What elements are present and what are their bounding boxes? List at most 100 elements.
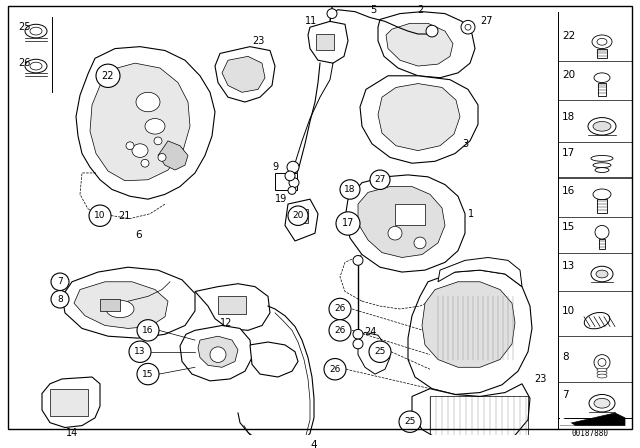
Text: 6: 6	[135, 230, 141, 240]
Ellipse shape	[584, 312, 610, 329]
Circle shape	[137, 320, 159, 341]
Circle shape	[154, 137, 162, 145]
Ellipse shape	[589, 395, 615, 412]
Polygon shape	[180, 326, 252, 381]
Text: 24: 24	[364, 327, 376, 337]
Ellipse shape	[593, 121, 611, 131]
Polygon shape	[378, 12, 475, 78]
Text: 1: 1	[468, 209, 474, 219]
Ellipse shape	[591, 155, 613, 161]
Circle shape	[399, 411, 421, 432]
Circle shape	[353, 339, 363, 349]
Polygon shape	[386, 23, 453, 66]
Ellipse shape	[595, 168, 609, 172]
Ellipse shape	[594, 398, 610, 408]
Text: 21: 21	[118, 211, 131, 221]
Text: 26: 26	[330, 365, 340, 374]
Text: 7: 7	[57, 277, 63, 286]
Ellipse shape	[25, 59, 47, 73]
Polygon shape	[90, 63, 190, 181]
Bar	[292, 209, 308, 223]
Text: 15: 15	[562, 222, 575, 233]
Ellipse shape	[592, 35, 612, 48]
Bar	[218, 297, 246, 314]
Text: 4: 4	[310, 440, 317, 448]
Text: 9: 9	[272, 162, 278, 172]
Text: 23: 23	[252, 36, 264, 46]
Ellipse shape	[597, 374, 607, 378]
Polygon shape	[308, 22, 348, 63]
Text: 20: 20	[562, 70, 575, 80]
Bar	[597, 199, 607, 213]
Polygon shape	[195, 284, 270, 330]
Polygon shape	[345, 175, 465, 272]
Text: 16: 16	[562, 186, 575, 196]
Circle shape	[329, 298, 351, 320]
Circle shape	[141, 159, 149, 167]
Polygon shape	[378, 84, 460, 151]
Polygon shape	[42, 377, 100, 427]
Bar	[395, 204, 425, 225]
Polygon shape	[215, 47, 275, 102]
Ellipse shape	[106, 300, 134, 318]
Polygon shape	[158, 141, 188, 170]
Text: 18: 18	[344, 185, 356, 194]
Circle shape	[598, 358, 606, 366]
Circle shape	[353, 329, 363, 339]
Bar	[275, 173, 297, 190]
Circle shape	[96, 64, 120, 87]
Circle shape	[51, 290, 69, 308]
Circle shape	[285, 171, 295, 181]
Polygon shape	[360, 76, 478, 163]
Bar	[598, 82, 606, 96]
Text: 25: 25	[18, 22, 31, 32]
Ellipse shape	[597, 39, 607, 45]
Circle shape	[288, 186, 296, 194]
Polygon shape	[62, 267, 195, 338]
Bar	[597, 48, 607, 58]
Bar	[599, 239, 605, 249]
Polygon shape	[198, 336, 238, 367]
Circle shape	[594, 355, 610, 370]
Text: 22: 22	[102, 71, 115, 81]
Polygon shape	[358, 186, 445, 258]
Circle shape	[465, 24, 471, 30]
Bar	[50, 389, 88, 416]
Text: 22: 22	[562, 31, 575, 41]
Text: 17: 17	[342, 219, 354, 228]
Circle shape	[329, 320, 351, 341]
Text: 26: 26	[334, 305, 346, 314]
Bar	[100, 299, 120, 311]
Circle shape	[388, 226, 402, 240]
Polygon shape	[408, 270, 532, 395]
Polygon shape	[358, 332, 390, 374]
Bar	[316, 34, 334, 50]
Text: 13: 13	[562, 261, 575, 271]
Ellipse shape	[30, 27, 42, 35]
Ellipse shape	[30, 62, 42, 70]
Text: 16: 16	[142, 326, 154, 335]
Ellipse shape	[593, 189, 611, 200]
Text: 27: 27	[480, 17, 493, 26]
Ellipse shape	[593, 163, 611, 168]
Polygon shape	[422, 282, 515, 367]
Text: 5: 5	[370, 5, 376, 15]
Text: 17: 17	[562, 147, 575, 158]
Text: 12: 12	[220, 318, 232, 327]
Text: 8: 8	[562, 352, 568, 362]
Polygon shape	[560, 416, 575, 426]
Polygon shape	[285, 199, 318, 241]
Circle shape	[287, 161, 299, 173]
Circle shape	[137, 363, 159, 385]
Polygon shape	[222, 56, 265, 92]
Circle shape	[336, 212, 360, 235]
Text: 2: 2	[417, 5, 423, 15]
Text: 15: 15	[142, 370, 154, 379]
Ellipse shape	[588, 117, 616, 135]
Polygon shape	[250, 342, 298, 377]
Polygon shape	[560, 413, 625, 426]
Circle shape	[327, 9, 337, 18]
Circle shape	[210, 347, 226, 362]
Circle shape	[289, 178, 299, 188]
Text: 10: 10	[562, 306, 575, 316]
